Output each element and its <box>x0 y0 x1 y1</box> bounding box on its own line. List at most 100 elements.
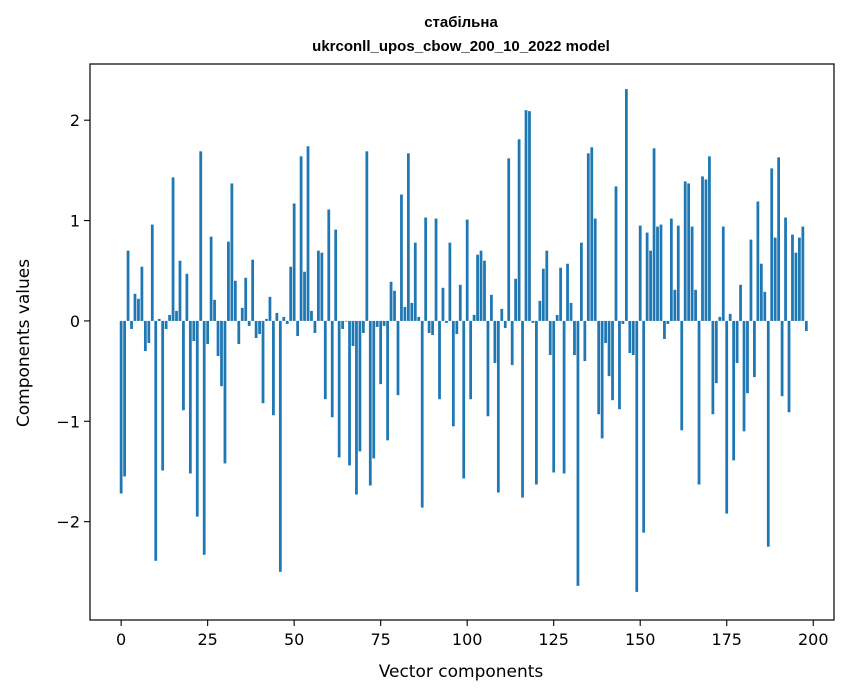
bar-86 <box>417 316 421 321</box>
bar-197 <box>801 226 805 321</box>
bar-175 <box>725 320 729 514</box>
bar-171 <box>711 320 715 415</box>
bar-166 <box>694 289 697 321</box>
bar-68 <box>355 320 358 495</box>
y-tick-label: 0 <box>70 312 80 331</box>
bar-72 <box>368 320 372 486</box>
bar-30 <box>223 320 227 464</box>
x-tick-label: 50 <box>284 630 304 649</box>
bar-22 <box>195 320 199 517</box>
bar-46 <box>278 320 282 572</box>
bar-85 <box>413 242 417 321</box>
bar-87 <box>420 320 424 508</box>
bar-42 <box>265 318 268 321</box>
bar-104 <box>479 250 483 321</box>
bar-148 <box>631 320 635 356</box>
bar-61 <box>330 320 334 418</box>
bar-178 <box>735 320 739 364</box>
bar-33 <box>233 280 237 321</box>
chart-title-line-2: ukrconll_upos_cbow_200_10_2022 model <box>312 38 610 55</box>
bar-183 <box>753 320 756 378</box>
bar-54 <box>306 146 310 321</box>
bar-57 <box>317 250 320 321</box>
bar-189 <box>773 237 777 321</box>
bar-45 <box>275 312 279 321</box>
bar-40 <box>258 320 261 334</box>
bar-131 <box>573 320 576 356</box>
bar-74 <box>375 320 379 327</box>
bar-10 <box>154 320 158 561</box>
bar-191 <box>780 320 784 397</box>
bar-39 <box>254 320 258 338</box>
bar-7 <box>143 320 147 352</box>
x-tick-label: 75 <box>370 630 390 649</box>
x-tick-label: 175 <box>711 630 742 649</box>
bar-162 <box>680 320 684 431</box>
bar-136 <box>590 147 594 321</box>
bar-112 <box>507 158 511 321</box>
bar-70 <box>361 320 365 333</box>
bar-137 <box>593 218 597 321</box>
bar-130 <box>569 302 573 321</box>
bar-91 <box>434 218 438 321</box>
bar-32 <box>230 183 234 321</box>
bar-25 <box>206 320 210 344</box>
bar-38 <box>251 259 255 321</box>
bar-154 <box>652 148 656 321</box>
bar-23 <box>199 151 203 321</box>
bar-28 <box>216 320 220 357</box>
chart-title-line-1: стабільна <box>424 14 498 31</box>
bar-135 <box>586 153 590 321</box>
bar-174 <box>721 226 725 321</box>
bar-106 <box>486 320 490 417</box>
plot-frame <box>89 63 835 621</box>
bar-2 <box>126 250 130 321</box>
bar-3 <box>130 320 133 329</box>
bar-37 <box>247 320 251 326</box>
bar-133 <box>580 242 583 321</box>
bar-65 <box>344 320 348 322</box>
bar-122 <box>541 268 545 321</box>
bar-125 <box>552 320 556 473</box>
bar-63 <box>337 320 341 458</box>
bar-179 <box>739 284 742 321</box>
bar-1 <box>123 320 126 477</box>
y-tick-label: −1 <box>56 412 80 431</box>
bar-103 <box>476 254 479 321</box>
bar-43 <box>268 296 272 321</box>
bar-167 <box>697 320 701 485</box>
bar-168 <box>701 176 704 321</box>
bar-180 <box>742 320 746 432</box>
bar-181 <box>746 320 749 394</box>
bar-97 <box>455 320 459 334</box>
bar-161 <box>676 225 680 321</box>
bar-164 <box>687 183 691 321</box>
bar-34 <box>237 320 241 344</box>
x-tick-label: 200 <box>798 630 829 649</box>
bar-80 <box>396 320 400 396</box>
bar-146 <box>624 89 628 321</box>
bar-26 <box>209 236 213 321</box>
bar-16 <box>175 310 178 321</box>
bar-50 <box>292 203 296 321</box>
x-axis-label: Vector components <box>379 662 544 682</box>
bar-196 <box>798 237 801 321</box>
bar-101 <box>469 320 473 400</box>
bar-177 <box>732 320 736 461</box>
y-tick-label: 1 <box>70 212 80 231</box>
bar-111 <box>503 320 507 328</box>
x-tick-label: 25 <box>197 630 217 649</box>
bar-144 <box>618 320 621 410</box>
bars <box>119 89 808 592</box>
bar-29 <box>220 320 223 387</box>
bar-67 <box>351 320 355 347</box>
bar-99 <box>462 320 466 479</box>
bar-100 <box>465 219 469 321</box>
bar-143 <box>614 186 618 321</box>
bar-149 <box>635 320 639 592</box>
bar-134 <box>583 320 587 362</box>
bar-172 <box>714 320 718 384</box>
bar-27 <box>213 299 216 321</box>
bar-160 <box>673 289 677 321</box>
x-tick-label: 125 <box>538 630 569 649</box>
